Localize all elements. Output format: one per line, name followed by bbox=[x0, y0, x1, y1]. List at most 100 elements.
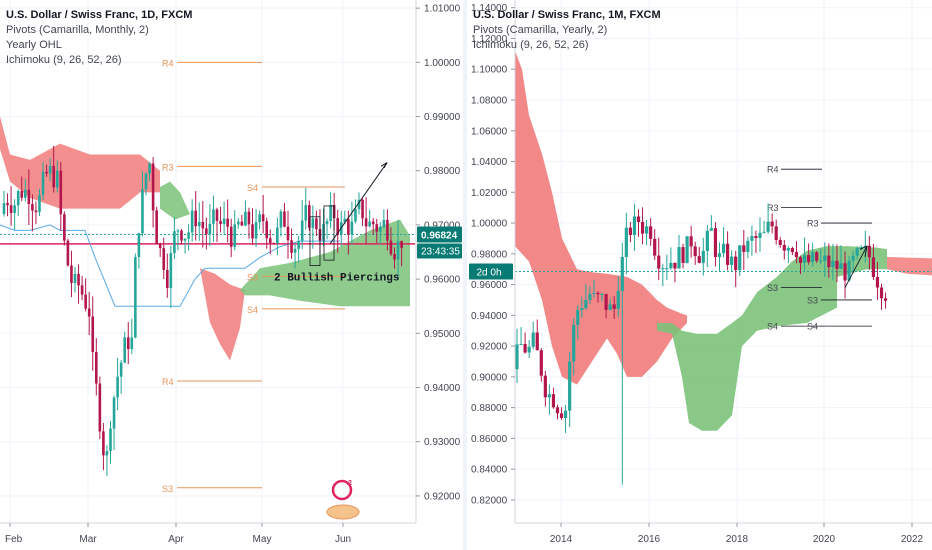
monthly-candle-body bbox=[758, 232, 762, 238]
daily-candle-body bbox=[109, 428, 112, 452]
daily-candle-body bbox=[393, 253, 396, 260]
monthly-candle-body bbox=[559, 413, 564, 419]
daily-indicator-ichimoku[interactable]: Ichimoku (9, 26, 52, 26) bbox=[6, 54, 122, 66]
daily-candle-body bbox=[229, 226, 233, 247]
daily-candle-body bbox=[254, 222, 258, 239]
daily-candle-body bbox=[375, 224, 379, 232]
monthly-candle-body bbox=[843, 263, 847, 281]
monthly-candle-body bbox=[875, 277, 880, 288]
monthly-candle-body bbox=[738, 245, 742, 271]
daily-candle-body bbox=[315, 218, 318, 230]
monthly-candle-body bbox=[596, 293, 600, 295]
monthly-candle-body bbox=[636, 216, 641, 222]
monthly-title[interactable]: U.S. Dollar / Swiss Franc, 1M, FXCM bbox=[473, 9, 661, 21]
daily-candle-body bbox=[396, 240, 400, 260]
monthly-candle-body bbox=[762, 231, 766, 233]
daily-candle-body bbox=[386, 219, 389, 241]
monthly-candle-body bbox=[798, 257, 803, 263]
daily-candle-body bbox=[9, 205, 13, 213]
monthly-chart-panel[interactable]: R4 R3 R3 S3 S3 S4 S4 1.14000 1.12000 1.10000 1.08… bbox=[467, 0, 932, 550]
monthly-indicator-pivots[interactable]: Pivots (Camarilla, Yearly, 2) bbox=[473, 24, 608, 36]
daily-chart-svg[interactable]: R4 R3 R4 S3 S4 S3 S4 2 Bullish Piercings 2 1.01… bbox=[0, 0, 463, 550]
daily-chart-panel[interactable]: R4 R3 R4 S3 S4 S3 S4 2 Bullish Piercings 2 1.01… bbox=[0, 0, 463, 550]
monthly-candle-body bbox=[665, 268, 669, 270]
monthly-candle-body bbox=[819, 260, 823, 262]
daily-candle-body bbox=[276, 227, 279, 244]
monthly-candle-body bbox=[883, 298, 888, 301]
daily-candle-body bbox=[16, 191, 20, 206]
daily-price-tick-label: 0.95000 bbox=[424, 329, 461, 340]
daily-candle-body bbox=[27, 189, 31, 204]
daily-indicator-yearly[interactable]: Yearly OHL bbox=[6, 39, 62, 51]
monthly-candle-body bbox=[807, 255, 811, 262]
daily-indicator-pivots[interactable]: Pivots (Camarilla, Monthly, 2) bbox=[6, 24, 149, 36]
monthly-candle-body bbox=[616, 290, 620, 309]
monthly-indicator-ichimoku[interactable]: Ichimoku (9, 26, 52, 26) bbox=[473, 39, 589, 51]
daily-candle-body bbox=[98, 383, 102, 432]
monthly-pivot-label: R4 bbox=[767, 165, 779, 175]
monthly-time-tick-label: 2020 bbox=[813, 534, 836, 545]
daily-countdown-tag bbox=[417, 243, 462, 259]
monthly-price-tick-label: 1.10000 bbox=[471, 65, 508, 76]
monthly-candle-body bbox=[515, 344, 519, 370]
monthly-candle-body bbox=[879, 287, 884, 299]
daily-candle-body bbox=[268, 238, 272, 244]
monthly-candle-body bbox=[612, 304, 616, 309]
monthly-axes: 1.14000 1.12000 1.10000 1.08000 1.06000 1.040… bbox=[467, 0, 932, 550]
daily-time-tick-label: Jun bbox=[335, 534, 351, 545]
daily-candle-body bbox=[261, 214, 265, 222]
daily-candle-body bbox=[222, 218, 226, 225]
daily-annotation-text: 2 Bullish Piercings bbox=[274, 272, 399, 284]
daily-pivot-label: R4 bbox=[162, 377, 174, 387]
daily-candle-body bbox=[322, 224, 325, 241]
daily-ichimoku-cloud bbox=[0, 116, 410, 361]
daily-candle-body bbox=[158, 244, 162, 249]
monthly-candle-body bbox=[572, 324, 576, 362]
monthly-cloud-bullish bbox=[657, 246, 887, 431]
daily-title[interactable]: U.S. Dollar / Swiss Franc, 1D, FXCM bbox=[6, 9, 193, 21]
daily-price-tick-label: 0.97000 bbox=[424, 220, 461, 231]
daily-candle-body bbox=[258, 214, 261, 223]
daily-candle-body bbox=[304, 205, 308, 221]
daily-candle-body bbox=[144, 173, 148, 190]
daily-candle-body bbox=[297, 240, 300, 249]
watermark-logo-ring bbox=[331, 479, 353, 501]
monthly-candle-body bbox=[855, 248, 859, 256]
daily-projection-arrow bbox=[329, 162, 388, 245]
daily-candle-body bbox=[265, 221, 268, 239]
daily-candle-body bbox=[59, 170, 63, 215]
daily-legend: U.S. Dollar / Swiss Franc, 1D, FXCM Pivo… bbox=[6, 8, 192, 68]
daily-candle-body bbox=[286, 226, 290, 241]
monthly-chart-svg[interactable]: R4 R3 R3 S3 S3 S4 S4 1.14000 1.12000 1.10000 1.08… bbox=[467, 0, 932, 550]
monthly-price-tick-label: 1.06000 bbox=[471, 126, 508, 137]
monthly-pivot-label: S3 bbox=[807, 295, 818, 305]
daily-price-tick-label: 0.96000 bbox=[424, 275, 461, 286]
monthly-price-tick-label: 0.88000 bbox=[471, 403, 508, 414]
monthly-candle-body bbox=[681, 247, 685, 264]
daily-candle-body bbox=[208, 223, 212, 235]
monthly-cloud-bearish-future bbox=[887, 256, 932, 276]
daily-candle-body bbox=[112, 397, 116, 429]
monthly-time-tag-text: 2d 0h bbox=[476, 267, 501, 278]
daily-candle-body bbox=[31, 203, 34, 211]
monthly-candle-body bbox=[717, 253, 722, 258]
daily-candle-body bbox=[166, 269, 169, 289]
monthly-candle-body bbox=[871, 257, 875, 278]
monthly-candle-body bbox=[786, 248, 790, 251]
monthly-candle-body bbox=[527, 346, 531, 353]
monthly-candle-body bbox=[604, 293, 608, 310]
monthly-candle-body bbox=[673, 262, 677, 269]
daily-candle-body bbox=[119, 362, 123, 377]
monthly-candle-body bbox=[827, 255, 831, 268]
daily-candle-body bbox=[371, 221, 375, 225]
daily-candle-body bbox=[66, 240, 70, 266]
daily-last-price-tag bbox=[417, 226, 462, 243]
monthly-price-tick-label: 0.90000 bbox=[471, 372, 508, 383]
monthly-candle-body bbox=[770, 221, 774, 227]
daily-candle-body bbox=[126, 337, 130, 350]
daily-candle-body bbox=[219, 220, 222, 225]
panel-divider[interactable] bbox=[463, 0, 467, 550]
daily-candle-body bbox=[300, 220, 304, 241]
daily-candle-body bbox=[77, 273, 80, 286]
daily-candle-body bbox=[34, 210, 38, 213]
